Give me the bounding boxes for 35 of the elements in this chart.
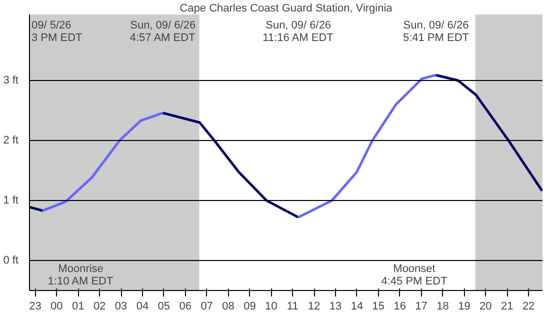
x-tick-label: 02 — [93, 300, 106, 312]
annotation: Sun, 09/ 6/26 11:16 AM EDT — [262, 19, 334, 44]
x-tick-label: 04 — [136, 300, 149, 312]
annotation: Moonrise 1:10 AM EDT — [48, 262, 114, 288]
y-tick-label: 1 ft — [3, 194, 19, 206]
x-tick-label: 05 — [158, 300, 170, 312]
x-tick-label: 17 — [415, 300, 428, 312]
x-tick-label: 16 — [394, 300, 406, 312]
x-tick-label: 00 — [50, 300, 63, 312]
x-tick-label: 03 — [114, 300, 128, 312]
y-tick-label: 0 ft — [3, 254, 19, 266]
x-tick-label: 19 — [458, 300, 470, 312]
x-tick-label: 10 — [265, 300, 278, 312]
x-tick-label: 23 — [29, 300, 42, 312]
annotation: Sun, 09/ 6/26 4:57 AM EDT — [130, 19, 196, 44]
x-tick-label: 13 — [329, 300, 342, 312]
annotation: 09/ 5/26 3 PM EDT — [32, 19, 83, 44]
x-tick-label: 20 — [480, 300, 492, 312]
y-tick-label: 2 ft — [3, 134, 19, 146]
chart-title: Cape Charles Coast Guard Station, Virginia — [180, 2, 394, 14]
x-tick-label: 08 — [222, 300, 234, 312]
x-tick-label: 06 — [179, 300, 192, 312]
x-tick-label: 07 — [200, 300, 213, 312]
y-tick-label: 3 ft — [3, 74, 19, 86]
annotation: Moonset 4:45 PM EDT — [381, 262, 448, 288]
x-tick-label: 22 — [522, 300, 535, 312]
x-tick-label: 11 — [286, 300, 298, 312]
x-tick-label: 18 — [436, 300, 449, 312]
x-tick-label: 15 — [372, 300, 385, 312]
x-tick-label: 14 — [350, 300, 364, 312]
x-tick-label: 21 — [500, 300, 514, 312]
x-tick-label: 09 — [244, 300, 256, 312]
x-tick-label: 01 — [72, 300, 84, 312]
annotation: Sun, 09/ 6/26 5:41 PM EDT — [402, 19, 470, 44]
x-tick-label: 12 — [308, 300, 320, 312]
